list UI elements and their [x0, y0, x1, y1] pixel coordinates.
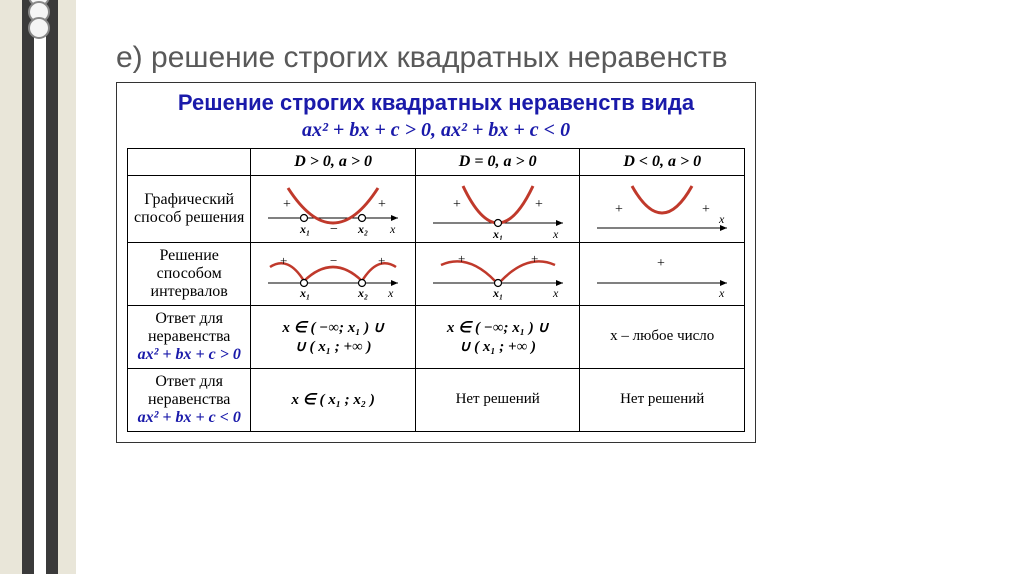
svg-text:+: +	[458, 251, 465, 266]
row3-label-text: Ответ для неравенства	[148, 310, 230, 345]
chart-subtitle: ax² + bx + c > 0, ax² + bx + c < 0	[127, 119, 745, 142]
header-empty	[128, 148, 251, 175]
interval-dpos: + − + x₁ x₂ x	[251, 242, 416, 305]
interval-dneg: + x	[580, 242, 745, 305]
svg-text:x: x	[552, 227, 559, 240]
inequality-solution-table: Решение строгих квадратных неравенств ви…	[116, 82, 756, 443]
svg-text:x: x	[387, 286, 394, 300]
svg-text:x₁: x₁	[299, 286, 310, 300]
svg-text:−: −	[330, 253, 337, 268]
ans-r4c1: x ∈ ( x₁ ; x₂ )	[251, 368, 416, 431]
svg-text:+: +	[378, 253, 385, 268]
svg-text:x₁: x₁	[492, 227, 503, 240]
svg-text:x: x	[552, 286, 559, 300]
ans-r3c3: x – любое число	[580, 305, 745, 368]
row-graphical: Графический способ решения + − + x₁ x₂ x	[128, 175, 745, 242]
svg-text:x: x	[718, 286, 725, 300]
svg-text:+: +	[453, 197, 461, 212]
svg-text:+: +	[657, 256, 665, 271]
svg-text:+: +	[280, 253, 287, 268]
graph-dzero-parabola: + + x₁ x	[415, 175, 580, 242]
svg-text:+: +	[615, 202, 623, 217]
graph-dpos-parabola: + − + x₁ x₂ x	[251, 175, 416, 242]
svg-text:+: +	[535, 197, 543, 212]
row4-label: Ответ для неравенства ax² + bx + c < 0	[128, 368, 251, 431]
row3-label-math: ax² + bx + c > 0	[138, 346, 241, 363]
svg-text:x₁: x₁	[299, 222, 310, 236]
slide-title: е) решение строгих квадратных неравенств	[116, 40, 994, 76]
ans-r4c3: Нет решений	[580, 368, 745, 431]
svg-text:x₁: x₁	[492, 286, 503, 300]
row-answer-lt: Ответ для неравенства ax² + bx + c < 0 x…	[128, 368, 745, 431]
svg-text:+: +	[702, 202, 710, 217]
slide-spiral-border	[22, 0, 76, 574]
solution-table: D > 0, a > 0 D = 0, a > 0 D < 0, a > 0 Г…	[127, 148, 745, 432]
row4-label-math: ax² + bx + c < 0	[138, 409, 241, 426]
ans-r3c2: x ∈ ( −∞; x₁ ) ∪∪ ( x₁ ; +∞ )	[415, 305, 580, 368]
row2-label: Решение способом интервалов	[128, 242, 251, 305]
row-interval: Решение способом интервалов + − + x₁	[128, 242, 745, 305]
ans-r4c2: Нет решений	[415, 368, 580, 431]
svg-text:x: x	[718, 212, 725, 226]
svg-text:x₂: x₂	[357, 222, 368, 236]
svg-text:+: +	[378, 197, 386, 212]
spiral-rings	[28, 0, 50, 33]
row1-label: Графический способ решения	[128, 175, 251, 242]
table-header-row: D > 0, a > 0 D = 0, a > 0 D < 0, a > 0	[128, 148, 745, 175]
graph-dneg-parabola: + + x	[580, 175, 745, 242]
row3-label: Ответ для неравенства ax² + bx + c > 0	[128, 305, 251, 368]
ans-r3c1: x ∈ ( −∞; x₁ ) ∪∪ ( x₁ ; +∞ )	[251, 305, 416, 368]
header-d-pos: D > 0, a > 0	[251, 148, 416, 175]
header-d-zero: D = 0, a > 0	[415, 148, 580, 175]
svg-text:+: +	[531, 251, 538, 266]
row-answer-gt: Ответ для неравенства ax² + bx + c > 0 x…	[128, 305, 745, 368]
row4-label-text: Ответ для неравенства	[148, 373, 230, 408]
slide-body: е) решение строгих квадратных неравенств…	[76, 0, 1024, 574]
svg-text:x: x	[389, 222, 396, 236]
header-d-neg: D < 0, a > 0	[580, 148, 745, 175]
chart-title: Решение строгих квадратных неравенств ви…	[127, 89, 745, 117]
interval-dzero: + + x₁ x	[415, 242, 580, 305]
svg-text:−: −	[330, 222, 338, 237]
svg-text:+: +	[283, 197, 291, 212]
svg-text:x₂: x₂	[357, 286, 368, 300]
